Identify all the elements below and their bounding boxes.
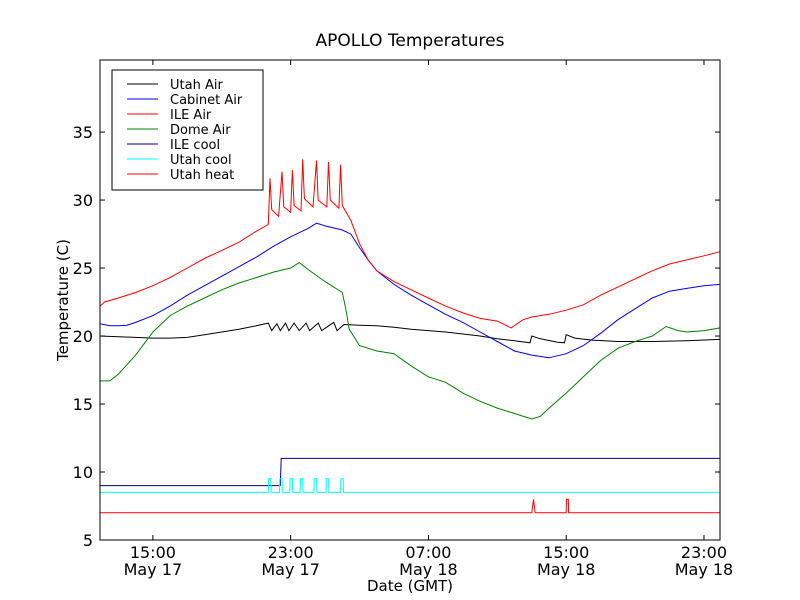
x-tick-label-date: May 18: [537, 560, 596, 579]
legend-label: Dome Air: [170, 123, 231, 138]
x-tick-label-date: May 18: [675, 560, 734, 579]
y-tick-label: 5: [83, 531, 93, 550]
series-layer: [99, 159, 721, 514]
series-line-utah-cool: [100, 478, 720, 493]
y-tick-label: 25: [73, 259, 93, 278]
legend-label: Utah heat: [170, 168, 234, 183]
x-tick-label-time: 23:00: [681, 543, 727, 562]
x-tick-label-date: May 17: [261, 560, 320, 579]
x-axis-label: Date (GMT): [367, 577, 453, 595]
series-line-dome-air: [100, 261, 721, 420]
x-tick-label-date: May 17: [124, 560, 183, 579]
y-tick-label: 15: [73, 395, 93, 414]
series-line-utah-heat: [100, 498, 720, 514]
x-tick-label-time: 15:00: [543, 543, 589, 562]
legend-label: Utah cool: [170, 153, 232, 168]
x-tick-label-time: 07:00: [405, 543, 451, 562]
x-tick-label-date: May 18: [399, 560, 458, 579]
legend-box: [111, 69, 264, 191]
plot-frame: [99, 59, 721, 541]
legend-label: ILE cool: [170, 138, 220, 153]
x-tick-label-time: 23:00: [268, 543, 314, 562]
y-axis-label: Temperature (C): [54, 239, 72, 362]
legend-label: Utah Air: [170, 78, 223, 93]
series-line-ile-cool: [100, 457, 720, 487]
legend-label: ILE Air: [170, 108, 212, 123]
chart-title: APOLLO Temperatures: [316, 31, 505, 51]
y-tick-label: 20: [73, 327, 93, 346]
y-axis: 5 10 15 20 25 30 35: [73, 123, 720, 550]
series-line-utah-air: [99, 321, 721, 344]
legend-label: Cabinet Air: [170, 93, 243, 108]
y-tick-label: 10: [73, 463, 93, 482]
x-tick-label-time: 15:00: [130, 543, 176, 562]
y-tick-label: 30: [73, 191, 93, 210]
y-tick-label: 35: [73, 123, 93, 142]
series-line-ile-air: [99, 159, 721, 329]
